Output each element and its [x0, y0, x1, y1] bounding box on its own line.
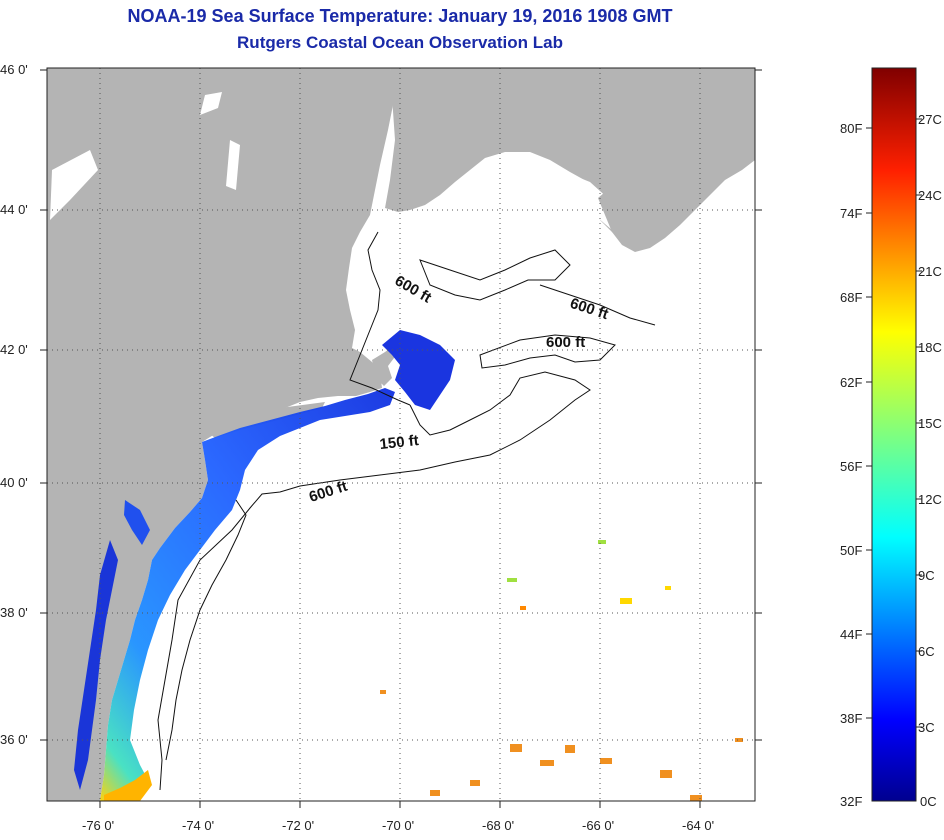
lat-label: 40 0': [0, 475, 28, 490]
colorbar-ticks: [866, 118, 922, 728]
lat-label: 46 0': [0, 62, 28, 77]
lat-lon-grid: [47, 68, 755, 801]
colorbar-c-label: 18C: [918, 340, 942, 355]
colorbar-c-label: 27C: [918, 112, 942, 127]
colorbar-f-label: 32F: [840, 794, 862, 809]
lat-label: 36 0': [0, 732, 28, 747]
colorbar-c-label: 3C: [918, 720, 935, 735]
colorbar-f-label: 50F: [840, 543, 862, 558]
colorbar-c-label: 6C: [918, 644, 935, 659]
colorbar-f-label: 44F: [840, 627, 862, 642]
colorbar-f-label: 74F: [840, 206, 862, 221]
colorbar-f-label: 38F: [840, 711, 862, 726]
colorbar-c-label: 0C: [920, 794, 937, 809]
contour-label: 150 ft: [379, 432, 420, 453]
colorbar-f-label: 68F: [840, 290, 862, 305]
inland-lakes: [50, 92, 240, 220]
lon-label: -74 0': [182, 818, 214, 833]
map-frame: [46, 67, 756, 802]
map-subtitle: Rutgers Coastal Ocean Observation Lab: [237, 33, 563, 52]
chesapeake-bay: [74, 540, 118, 790]
colorbar-c-label: 21C: [918, 264, 942, 279]
sst-coastal-band: [100, 330, 455, 801]
colorbar-f-label: 56F: [840, 459, 862, 474]
lon-label: -72 0': [282, 818, 314, 833]
delaware-bay: [124, 500, 150, 545]
depth-contours: [157, 231, 656, 791]
contour-label: 600 ft: [546, 334, 585, 351]
colorbar-c-label: 9C: [918, 568, 935, 583]
land-long-island: [205, 402, 325, 438]
colorbar-c-label: 24C: [918, 188, 942, 203]
lon-label: -68 0': [482, 818, 514, 833]
colorbar-c-label: 15C: [918, 416, 942, 431]
bay-of-fundy: [470, 160, 620, 230]
colorbar-c-label: 12C: [918, 492, 942, 507]
lat-label: 44 0': [0, 202, 28, 217]
land-us-mainland: [47, 68, 395, 801]
lon-label: -64 0': [682, 818, 714, 833]
sst-offshore-patches: [380, 540, 743, 801]
colorbar-f-label: 62F: [840, 375, 862, 390]
lon-label: -76 0': [82, 818, 114, 833]
map-ticks: [40, 69, 762, 808]
land-ns-peninsula: [598, 108, 735, 240]
colorbar: [871, 67, 917, 802]
lat-label: 38 0': [0, 605, 28, 620]
colorbar-f-label: 80F: [840, 121, 862, 136]
lon-label: -70 0': [382, 818, 414, 833]
lat-label: 42 0': [0, 342, 28, 357]
land-nova-scotia: [385, 68, 755, 252]
map-title: NOAA-19 Sea Surface Temperature: January…: [127, 6, 673, 26]
lon-label: -66 0': [582, 818, 614, 833]
